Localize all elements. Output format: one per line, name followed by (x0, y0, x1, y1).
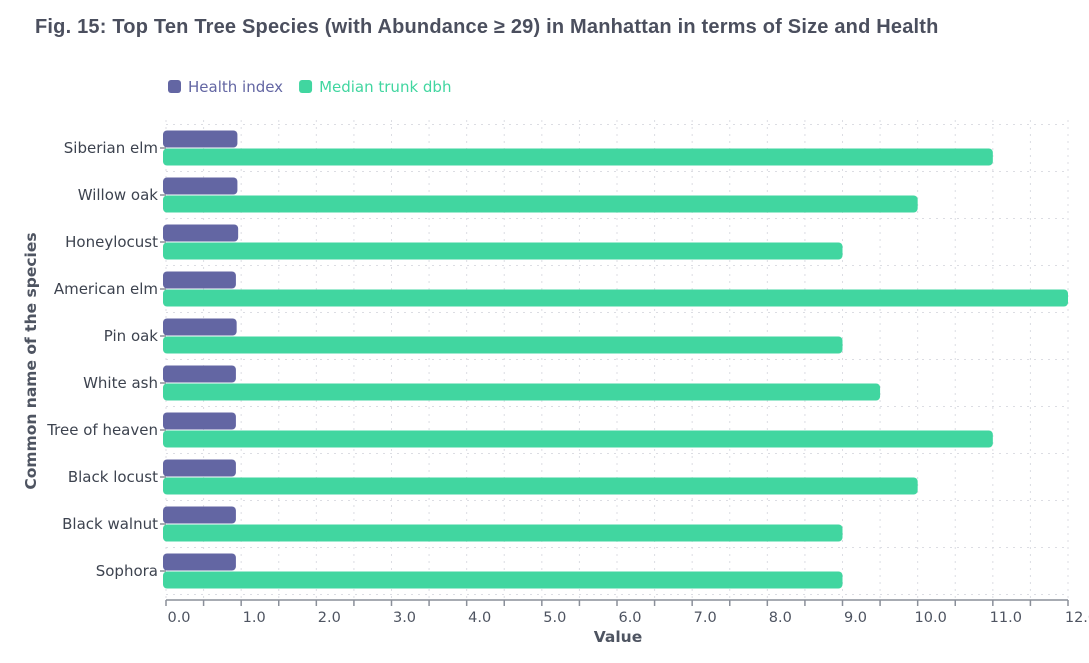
bar-health-index (163, 224, 239, 242)
legend-swatch (299, 80, 313, 93)
y-category-label: Honeylocust (65, 233, 158, 251)
x-tick-label: 3.0 (393, 610, 416, 626)
y-category-label: Willow oak (78, 186, 159, 204)
x-tick-label: 9.0 (844, 610, 867, 626)
bar-median-trunk-dbh (163, 430, 993, 448)
bar-health-index (163, 271, 236, 289)
y-category-label: Sophora (96, 562, 158, 580)
bar-median-trunk-dbh (163, 524, 843, 542)
bar-median-trunk-dbh (163, 148, 993, 166)
y-category-label: Siberian elm (64, 139, 158, 157)
bar-median-trunk-dbh (163, 477, 918, 495)
axes: 0.0 1.0 2.0 3.0 4.0 5.0 6.0 7.0 8.0 9.0 10.0 11.0 12… (46, 139, 1089, 626)
legend: Health index Median trunk dbh (168, 78, 451, 96)
bar-health-index (163, 365, 236, 383)
bar-health-index (163, 318, 237, 336)
x-tick-label: 7.0 (694, 610, 717, 626)
x-tick-label: 0.0 (167, 610, 190, 626)
x-tick-label: 11.0 (990, 610, 1022, 626)
bar-health-index (163, 506, 236, 524)
x-tick-label: 2.0 (318, 610, 341, 626)
x-tick-label: 4.0 (468, 610, 491, 626)
bar-median-trunk-dbh (163, 195, 918, 213)
bar-series (163, 130, 1068, 589)
legend-label: Health index (188, 78, 283, 96)
bar-median-trunk-dbh (163, 289, 1068, 307)
legend-label: Median trunk dbh (319, 78, 451, 96)
x-tick-label: 5.0 (543, 610, 566, 626)
bar-health-index (163, 412, 236, 430)
y-category-label: American elm (54, 280, 158, 298)
y-category-label: Black locust (68, 468, 158, 486)
y-category-label: Tree of heaven (46, 421, 158, 439)
y-category-label: Black walnut (62, 515, 158, 533)
y-category-label: White ash (83, 374, 158, 392)
bar-health-index (163, 130, 238, 148)
legend-swatch (168, 80, 181, 93)
x-tick-label: 1.0 (243, 610, 266, 626)
x-tick-label: 10.0 (915, 610, 947, 626)
bar-median-trunk-dbh (163, 571, 843, 589)
bar-median-trunk-dbh (163, 242, 843, 260)
bar-health-index (163, 459, 236, 477)
figure-title: Fig. 15: Top Ten Tree Species (with Abun… (35, 16, 939, 38)
y-axis-title: Common name of the species (22, 232, 40, 489)
y-category-label: Pin oak (104, 327, 159, 345)
bar-health-index (163, 177, 238, 195)
x-tick-label: 6.0 (618, 610, 641, 626)
x-axis-title: Value (594, 628, 642, 646)
bar-median-trunk-dbh (163, 336, 843, 354)
bar-health-index (163, 553, 236, 571)
bar-median-trunk-dbh (163, 383, 881, 401)
x-tick-label: 12.0 (1065, 610, 1089, 626)
x-tick-label: 8.0 (769, 610, 792, 626)
grid-lines (165, 120, 1069, 600)
